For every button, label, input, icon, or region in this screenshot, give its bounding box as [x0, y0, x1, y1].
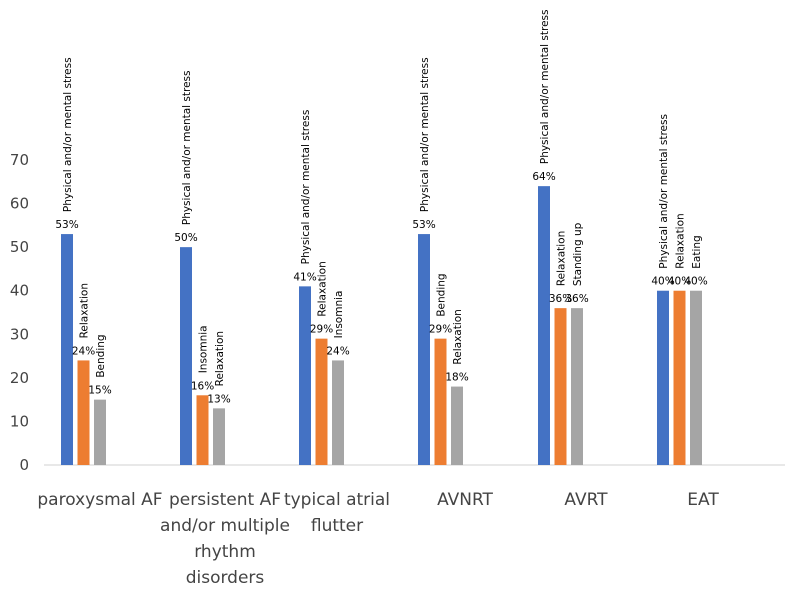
y-tick-label: 50	[10, 238, 29, 256]
x-category-label: disorders	[186, 568, 265, 588]
bar-value-label: 24%	[326, 345, 349, 357]
bar-value-label: 13%	[207, 393, 230, 405]
bar-factor-label: Eating	[691, 235, 703, 268]
bar	[418, 234, 430, 465]
bar-value-label: 36%	[549, 293, 572, 305]
bar-value-label: 29%	[429, 324, 452, 336]
bar-value-label: 15%	[88, 385, 111, 397]
bar	[673, 290, 686, 465]
bar-value-label: 53%	[412, 219, 435, 231]
x-category-label: EAT	[687, 490, 719, 510]
bar	[61, 234, 73, 465]
bar-factor-label: Relaxation	[556, 231, 568, 286]
bar-value-label: 29%	[310, 324, 333, 336]
bar	[657, 290, 669, 465]
bar-value-label: 64%	[532, 171, 555, 183]
bar	[332, 360, 344, 465]
bar-factor-label: Physical and/or mental stress	[539, 9, 551, 164]
x-category-label: typical atrial	[284, 490, 390, 510]
bar	[213, 408, 225, 465]
x-category-label: and/or multiple	[160, 516, 290, 536]
bar-factor-label: Insomnia	[333, 291, 345, 339]
bar	[77, 360, 90, 465]
bar	[690, 290, 702, 465]
bar-value-label: 50%	[174, 232, 197, 244]
bar	[434, 338, 447, 465]
bar-value-label: 53%	[55, 219, 78, 231]
bar-factor-label: Physical and/or mental stress	[419, 57, 431, 212]
bar-factor-label: Bending	[95, 334, 107, 377]
bar-factor-label: Physical and/or mental stress	[658, 114, 670, 269]
bars	[61, 186, 702, 465]
y-tick-label: 0	[19, 456, 29, 474]
bar-factor-label: Relaxation	[675, 213, 687, 268]
y-tick-label: 10	[10, 412, 29, 430]
y-tick-label: 20	[10, 369, 29, 387]
bar-factor-label: Relaxation	[214, 331, 226, 386]
labels: 53% Physical and/or mental stress 24% Relax…	[55, 9, 707, 405]
y-tick-label: 70	[10, 151, 29, 169]
y-tick-label: 40	[10, 282, 29, 300]
x-category-label: rhythm	[194, 542, 256, 562]
bar-factor-label: Physical and/or mental stress	[62, 57, 74, 212]
bar-factor-label: Relaxation	[452, 309, 464, 364]
bar	[299, 286, 311, 465]
bar-value-label: 41%	[293, 271, 316, 283]
bar-factor-label: Relaxation	[317, 261, 329, 316]
bar	[180, 247, 192, 465]
bar	[94, 399, 106, 465]
x-category-label: AVRT	[564, 490, 608, 510]
bar	[571, 308, 583, 465]
bar-factor-label: Bending	[436, 273, 448, 316]
bar-value-label: 36%	[565, 293, 588, 305]
bar-value-label: 40%	[668, 276, 691, 288]
bar-factor-label: Standing up	[572, 222, 584, 286]
bar-factor-label: Relaxation	[79, 283, 91, 338]
bar-factor-label: Physical and/or mental stress	[300, 110, 312, 265]
x-axis-categories: paroxysmal AF persistent AF and/or multipl…	[37, 490, 719, 588]
bar	[554, 308, 567, 465]
bar	[451, 386, 463, 465]
y-axis: 0 10 20 30 40 50 60 70	[10, 151, 29, 474]
x-category-label: flutter	[311, 516, 363, 536]
bar-value-label: 40%	[684, 276, 707, 288]
x-category-label: persistent AF	[169, 490, 281, 510]
bar	[196, 395, 209, 465]
y-tick-label: 30	[10, 325, 29, 343]
bar-value-label: 40%	[651, 276, 674, 288]
bar	[538, 186, 550, 465]
bar-value-label: 24%	[72, 345, 95, 357]
x-category-label: AVNRT	[437, 490, 493, 510]
bar-value-label: 16%	[191, 380, 214, 392]
bar-factor-label: Insomnia	[198, 325, 210, 373]
bar-value-label: 18%	[445, 372, 468, 384]
y-tick-label: 60	[10, 195, 29, 213]
x-category-label: paroxysmal AF	[37, 490, 162, 510]
bar-factor-label: Physical and/or mental stress	[181, 70, 193, 225]
bar	[315, 338, 328, 465]
